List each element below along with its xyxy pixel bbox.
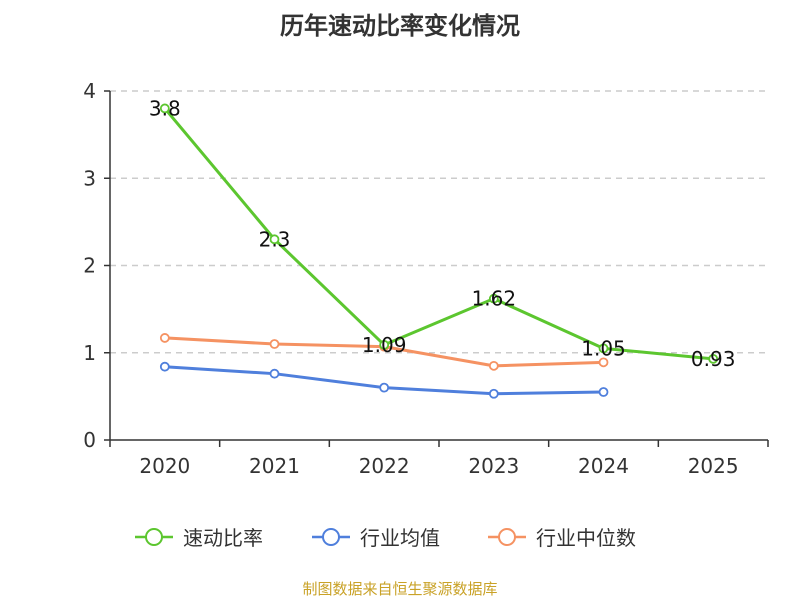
legend-label: 行业均值 bbox=[360, 526, 440, 550]
data-point bbox=[269, 368, 280, 379]
legend-label: 速动比率 bbox=[183, 526, 263, 550]
data-point bbox=[598, 343, 609, 354]
legend-item-0[interactable]: 速动比率 bbox=[135, 526, 263, 550]
y-tick-label: 3 bbox=[83, 166, 96, 190]
data-point bbox=[269, 234, 280, 245]
grid-lines bbox=[110, 90, 768, 354]
data-point bbox=[708, 353, 719, 364]
x-tick-label: 2023 bbox=[468, 454, 519, 478]
data-label: 1.09 bbox=[362, 333, 407, 357]
data-point bbox=[159, 103, 170, 114]
legend[interactable]: 速动比率 行业均值 行业中位数 bbox=[135, 526, 636, 550]
data-label: 2.3 bbox=[259, 227, 291, 251]
chart-title: 历年速动比率变化情况 bbox=[280, 12, 520, 40]
data-point bbox=[269, 339, 280, 349]
data-label: 1.62 bbox=[472, 287, 517, 311]
data-label: 0.93 bbox=[691, 347, 736, 371]
data-point bbox=[159, 333, 170, 343]
y-tick-label: 1 bbox=[83, 341, 96, 365]
legend-marker bbox=[498, 528, 516, 546]
data-point bbox=[379, 339, 390, 350]
legend-item-1[interactable]: 行业均值 bbox=[312, 526, 440, 550]
legend-item-2[interactable]: 行业中位数 bbox=[488, 526, 636, 550]
data-point bbox=[488, 293, 499, 304]
data-point bbox=[488, 360, 499, 371]
y-tick-label: 2 bbox=[83, 254, 96, 278]
legend-marker bbox=[322, 528, 340, 546]
data-point bbox=[598, 357, 609, 368]
source-note: 制图数据来自恒生聚源数据库 bbox=[302, 580, 498, 598]
data-point bbox=[159, 361, 170, 372]
data-point bbox=[488, 388, 499, 399]
data-label: 3.8 bbox=[149, 96, 181, 120]
data-point bbox=[598, 387, 609, 397]
series-line-0 bbox=[163, 107, 714, 361]
y-tick-label: 4 bbox=[83, 79, 96, 103]
data-labels: 3.8 2.3 1.09 1.62 1.05 0.93 bbox=[149, 96, 736, 370]
data-point bbox=[379, 382, 390, 393]
x-tick-label: 2024 bbox=[578, 454, 629, 478]
legend-label: 行业中位数 bbox=[536, 526, 636, 550]
x-tick-label: 2022 bbox=[359, 454, 410, 478]
axes: 0 1 2 3 4 2020 2021 2022 2023 2024 2025 bbox=[83, 79, 769, 478]
x-tick-label: 2025 bbox=[688, 454, 739, 478]
y-tick-label: 0 bbox=[83, 428, 96, 452]
data-label: 1.05 bbox=[581, 336, 626, 360]
legend-marker bbox=[145, 528, 163, 546]
x-tick-label: 2020 bbox=[139, 454, 190, 478]
x-tick-label: 2021 bbox=[249, 454, 300, 478]
series-group bbox=[159, 103, 719, 399]
